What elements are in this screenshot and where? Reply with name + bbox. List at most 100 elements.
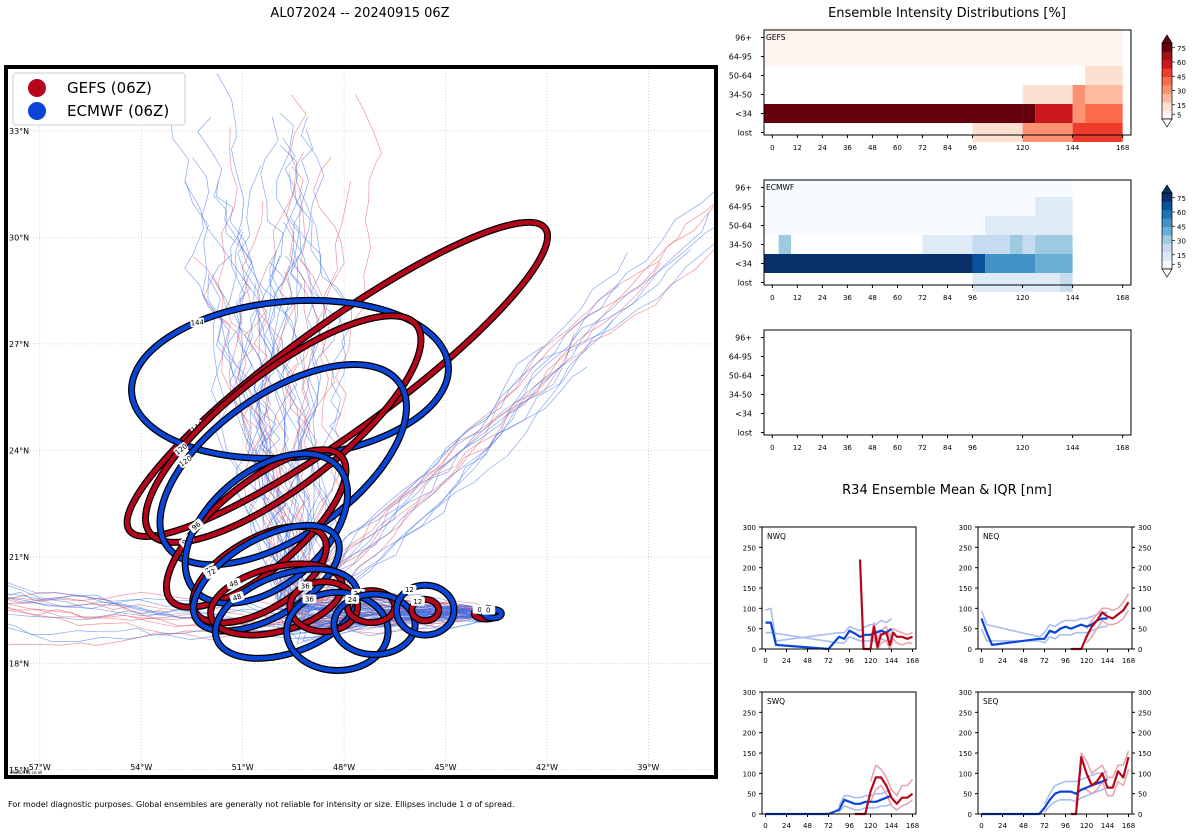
heatmap-ylabel: 34-50 bbox=[729, 391, 752, 400]
r34-title: R34 Ensemble Mean & IQR [nm] bbox=[842, 483, 1052, 498]
ecmwf-member-track bbox=[216, 73, 498, 617]
heatmap-ylabel: <34 bbox=[735, 260, 752, 269]
heatmap-cell bbox=[764, 104, 1023, 123]
ellipse-stroke bbox=[409, 597, 442, 624]
gefs-iqr-upper bbox=[1085, 593, 1130, 630]
heatmap-ylabel: 34-50 bbox=[729, 91, 752, 100]
colorbar-segment bbox=[1162, 209, 1172, 219]
heatmap-frame bbox=[763, 329, 1132, 436]
r34-xlabel: 48 bbox=[803, 822, 812, 830]
heatmap-ylabel: 64-95 bbox=[729, 203, 752, 212]
r34-xlabel: 96 bbox=[1061, 822, 1070, 830]
colorbar-segment bbox=[1162, 226, 1172, 236]
heatmap-cell bbox=[972, 123, 1023, 142]
r34-xlabel: 168 bbox=[1122, 657, 1135, 665]
map-lon-tick: 57°W bbox=[29, 763, 51, 772]
r34-xlabel: 72 bbox=[824, 657, 833, 665]
heatmap-cell bbox=[985, 216, 1073, 235]
colorbar-segment bbox=[1162, 260, 1172, 270]
heatmap-cell bbox=[764, 254, 973, 273]
r34-quadrant-label: SWQ bbox=[767, 697, 785, 706]
r34-xlabel: 120 bbox=[1080, 822, 1093, 830]
ellipse-hour-label: 36 bbox=[305, 596, 314, 604]
colorbar-label: 60 bbox=[1177, 209, 1186, 217]
r34-ylabel-right: 150 bbox=[1138, 585, 1151, 593]
ecmwf-ellipse-0: 0 bbox=[480, 605, 505, 622]
heatmap-xlabel: 96 bbox=[968, 144, 977, 152]
spread-ellipses: 14414412012096967272484836362424121200 bbox=[123, 218, 552, 675]
ecmwf-iqr-lower bbox=[765, 631, 892, 644]
heatmap-ylabel: 50-64 bbox=[729, 222, 752, 231]
heatmap-xlabel: 60 bbox=[893, 144, 902, 152]
r34-ylabel-right: 300 bbox=[1138, 524, 1151, 532]
heatmap-cell bbox=[1035, 254, 1073, 273]
intensity-title: Ensemble Intensity Distributions [%] bbox=[828, 6, 1066, 21]
r34-frame bbox=[761, 691, 917, 815]
heatmap-cell bbox=[1085, 85, 1123, 104]
r34-xlabel: 72 bbox=[824, 822, 833, 830]
main-title: AL072024 -- 20240915 06Z bbox=[270, 6, 449, 21]
heatmap-cell bbox=[764, 216, 986, 235]
r34-ylabel: 250 bbox=[743, 544, 756, 552]
heatmap-cell bbox=[1072, 123, 1123, 142]
heatmap-xlabel: 0 bbox=[770, 444, 774, 452]
ellipse-stroke bbox=[284, 590, 391, 673]
r34-ylabel: 300 bbox=[743, 524, 756, 532]
r34-frame bbox=[977, 526, 1133, 650]
map-lon-tick: 39°W bbox=[637, 763, 659, 772]
heatmap-cell bbox=[1010, 235, 1023, 254]
heatmap-cell bbox=[972, 273, 1061, 292]
ellipse-hour-label: 48 bbox=[232, 592, 243, 603]
heatmap-ylabel: 96+ bbox=[735, 34, 752, 43]
r34-ylabel-right: 150 bbox=[1138, 750, 1151, 758]
ellipse-label-bg bbox=[345, 594, 360, 604]
colorbar-segment bbox=[1162, 218, 1172, 228]
ecmwf-iqr-lower bbox=[838, 803, 892, 813]
map-lon-tick: 48°W bbox=[333, 763, 355, 772]
heatmap-xlabel: 72 bbox=[918, 294, 927, 302]
heatmap-xlabel: 96 bbox=[968, 294, 977, 302]
footer-note: For model diagnostic purposes. Global en… bbox=[8, 800, 515, 809]
heatmap-ylabel: 96+ bbox=[735, 184, 752, 193]
heatmap-ylabel: lost bbox=[738, 129, 752, 138]
r34-xlabel: 168 bbox=[906, 657, 919, 665]
heatmap-xlabel: 60 bbox=[893, 444, 902, 452]
r34-xlabel: 96 bbox=[845, 657, 854, 665]
colorbar-label: 75 bbox=[1177, 45, 1186, 53]
legend-box bbox=[12, 72, 186, 126]
colorbar-extend-top bbox=[1161, 34, 1173, 44]
colorbar-segment bbox=[1162, 110, 1172, 120]
ellipse-hour-label: 12 bbox=[405, 586, 414, 594]
r34-ylabel-right: 0 bbox=[1138, 811, 1142, 819]
map-lon-tick: 54°W bbox=[130, 763, 152, 772]
r34-ylabel: 200 bbox=[743, 730, 756, 738]
heatmap-xlabel: 168 bbox=[1116, 294, 1129, 302]
heatmap-cell bbox=[972, 235, 1011, 254]
empty-intensity-panel: lost <34 34-50 50-64 64-95 96+ 0 12 24 36 48 60 72 84… bbox=[729, 329, 1132, 452]
ecmwf-mean bbox=[765, 794, 892, 816]
gefs-mean bbox=[1070, 756, 1130, 816]
legend-marker bbox=[28, 102, 46, 120]
heatmap-xlabel: 24 bbox=[818, 294, 827, 302]
ecmwf-iqr-upper bbox=[1043, 770, 1108, 805]
colorbar-segment bbox=[1162, 43, 1172, 52]
r34-xlabel: 96 bbox=[845, 822, 854, 830]
heatmap-cell bbox=[1035, 104, 1073, 123]
ellipse-hour-label: 36 bbox=[301, 582, 310, 590]
map-lat-tick: 27°N bbox=[9, 340, 29, 349]
r34-xlabel: 24 bbox=[782, 822, 791, 830]
gefs-iqr-upper bbox=[1075, 750, 1130, 806]
heatmap-xlabel: 144 bbox=[1066, 294, 1080, 302]
r34-ylabel: 0 bbox=[752, 811, 756, 819]
ecmwf-member-track bbox=[6, 597, 487, 630]
ellipse-label-bg bbox=[226, 577, 242, 590]
ecmwf-iqr-lower bbox=[980, 625, 1108, 644]
r34-xlabel: 144 bbox=[1101, 657, 1115, 665]
ecmwf-mean bbox=[765, 621, 893, 651]
ellipse-hour-label: 48 bbox=[228, 579, 239, 589]
r34-ylabel-right: 250 bbox=[1138, 709, 1151, 717]
ecmwf-iqr-upper bbox=[980, 610, 1108, 638]
heatmap-xlabel: 12 bbox=[793, 294, 802, 302]
